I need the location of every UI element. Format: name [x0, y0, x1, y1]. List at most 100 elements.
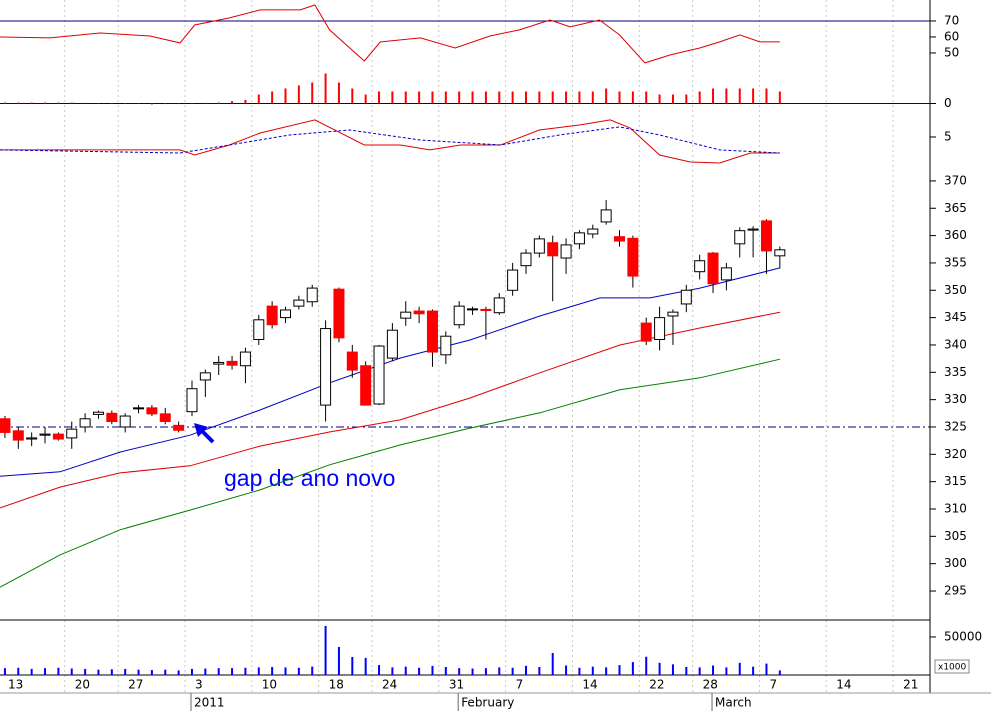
candle-body: [533, 238, 545, 254]
x-tick-label: 24: [382, 678, 397, 692]
y-tick-label: 50000: [944, 629, 982, 643]
bar: [444, 667, 447, 675]
grid-layer: [64, 0, 894, 693]
y-tick-label: 295: [944, 584, 967, 598]
bar: [337, 647, 340, 675]
bar: [538, 667, 541, 675]
bar: [658, 94, 661, 104]
bar: [3, 668, 6, 675]
bar: [110, 669, 113, 675]
bar: [778, 670, 781, 675]
bar: [618, 91, 621, 104]
candle-body: [760, 220, 772, 252]
bar: [271, 91, 274, 104]
bar: [471, 91, 474, 104]
bar: [44, 102, 47, 104]
bar: [378, 91, 381, 104]
candle-body: [453, 305, 465, 326]
bar: [618, 665, 621, 675]
bar: [44, 668, 47, 675]
x-tick-label: 28: [703, 678, 718, 692]
candle-body: [253, 319, 265, 340]
bar: [297, 85, 300, 104]
y-tick-label: 0: [944, 96, 952, 110]
period-label: March: [715, 696, 752, 710]
candle-body: [560, 244, 572, 259]
bar: [698, 667, 701, 675]
bar: [752, 666, 755, 675]
y-tick-label: 370: [944, 173, 967, 187]
bar: [177, 103, 180, 105]
candle-body: [640, 322, 652, 342]
bar: [204, 102, 207, 104]
x-tick-label: 14: [582, 678, 597, 692]
candle-body: [520, 252, 532, 267]
candle-body: [199, 372, 211, 381]
bar: [778, 91, 781, 104]
y-tick-label: 345: [944, 310, 967, 324]
bar: [297, 667, 300, 675]
candle-body: [186, 388, 198, 413]
candle-body: [266, 305, 278, 326]
x-tick-label: 13: [8, 678, 23, 692]
bar: [591, 666, 594, 675]
candle-body: [440, 335, 452, 356]
candle-body: [493, 297, 505, 314]
bar: [97, 669, 100, 675]
y-tick-label: 320: [944, 447, 967, 461]
bar: [244, 667, 247, 675]
bar: [738, 88, 741, 104]
x-tick-label: 10: [262, 678, 277, 692]
bar: [738, 662, 741, 675]
bar: [190, 103, 193, 104]
bar: [511, 91, 514, 104]
bar: [231, 668, 234, 675]
bar: [418, 91, 421, 104]
candle-body: [320, 328, 332, 406]
candle-body: [66, 428, 78, 439]
bar: [578, 667, 581, 675]
bar: [364, 657, 367, 675]
bar: [324, 73, 327, 104]
bar: [524, 91, 527, 104]
bar: [685, 667, 688, 675]
bar: [57, 667, 60, 675]
y-tick-label: 5: [944, 129, 952, 143]
unit-box: [934, 659, 970, 674]
y-tick-label: 50: [944, 45, 959, 59]
bar: [391, 91, 394, 104]
candle-body: [467, 308, 479, 311]
bar: [511, 667, 514, 675]
bar: [671, 94, 674, 104]
y-tick-label: 360: [944, 228, 967, 242]
candle-body: [306, 287, 318, 303]
bar: [391, 667, 394, 675]
y-tick-label: 300: [944, 556, 967, 570]
candle-body: [39, 433, 51, 436]
candle-body: [667, 311, 679, 317]
line-series: [0, 311, 781, 509]
candle-body: [280, 309, 292, 319]
x-tick-label: 18: [329, 678, 344, 692]
x-tick-label: 21: [903, 678, 918, 692]
y-tick-label: 365: [944, 201, 967, 215]
bar: [645, 91, 648, 104]
bar: [431, 91, 434, 104]
candle-body: [146, 407, 158, 415]
period-label: February: [461, 696, 514, 710]
candle-body: [614, 236, 626, 242]
bar: [257, 94, 260, 104]
y-tick-label: 305: [944, 529, 967, 543]
bar: [712, 88, 715, 104]
bar: [578, 91, 581, 104]
candle-body: [12, 430, 24, 441]
bar: [404, 666, 407, 675]
bar: [337, 82, 340, 104]
candle-body: [346, 351, 358, 371]
bar: [364, 94, 367, 104]
candle-body: [52, 433, 64, 440]
line-series: [0, 4, 780, 64]
y-tick-label: 330: [944, 392, 967, 406]
